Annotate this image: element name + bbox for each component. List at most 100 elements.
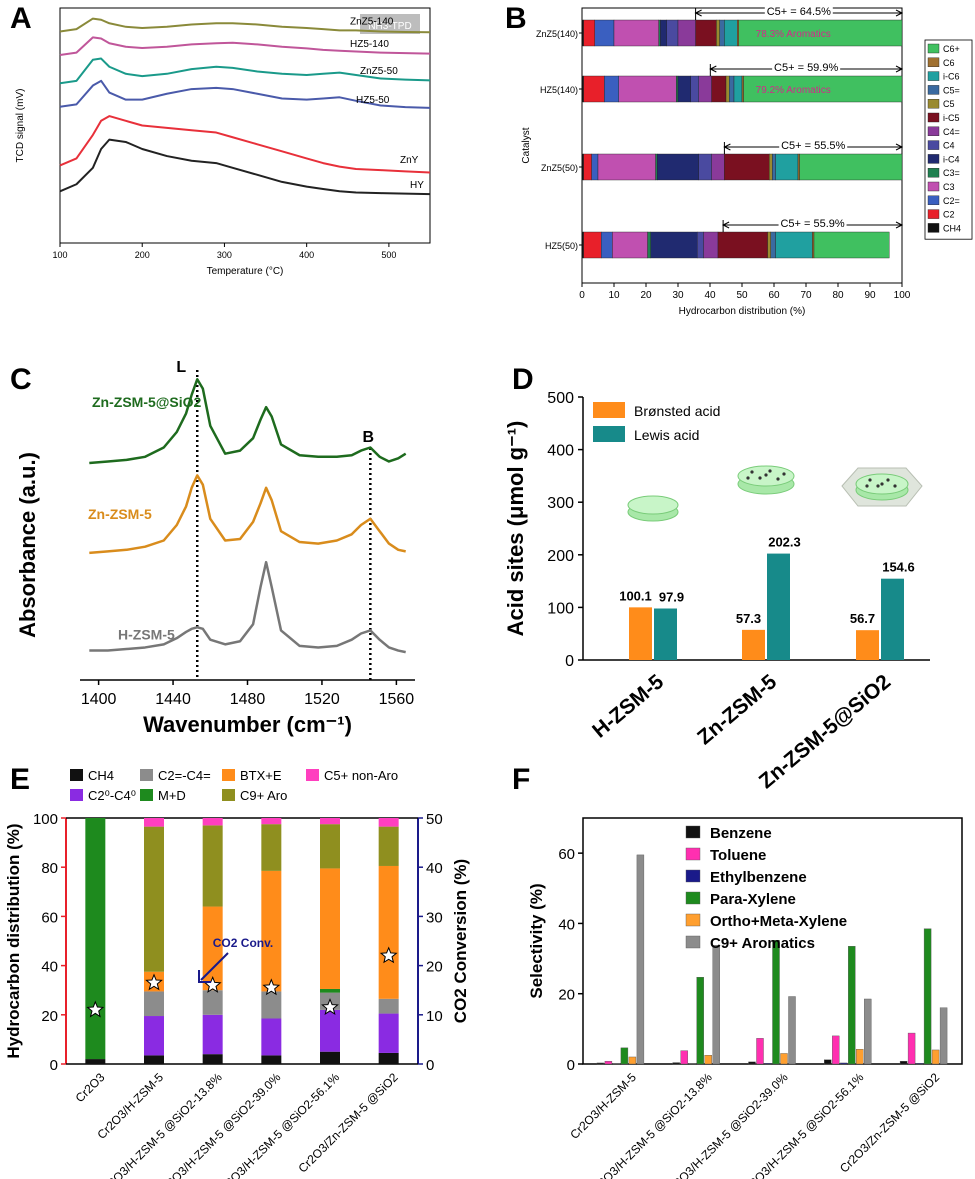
bar-f	[864, 998, 872, 1065]
c5-arrowhead-b	[709, 65, 717, 73]
legend-swatch-b	[927, 57, 940, 67]
segment-b	[799, 153, 903, 181]
legend-swatch-b	[927, 43, 940, 54]
category-label-e: Cr2O3	[73, 1070, 108, 1105]
segment-b	[767, 231, 771, 259]
segment-b	[618, 75, 677, 103]
legend-swatch-b	[927, 195, 940, 206]
segment-b	[775, 231, 813, 259]
y-tick-label-f: 20	[558, 987, 575, 1004]
segment-e	[378, 865, 399, 999]
legend-label-d: Brønsted acid	[634, 403, 720, 419]
segment-b	[677, 75, 692, 103]
x-tick-label-c: 1560	[379, 691, 415, 708]
series-label-a: HZ5-140	[350, 39, 389, 50]
bar-f	[704, 1055, 712, 1065]
x-tick-label-b: 60	[768, 290, 780, 301]
segment-b	[716, 19, 720, 47]
legend-label-e: C2=-C4=	[158, 768, 211, 783]
category-label-f: Cr2O3/H-ZSM-5	[567, 1070, 639, 1142]
zn-site-dot-d	[768, 469, 772, 473]
legend-label-e: CH4	[88, 768, 114, 783]
co2-annotation-arrow-e	[200, 952, 229, 981]
bar-f	[636, 854, 645, 1065]
segment-b	[655, 153, 658, 181]
y-tick-label-e: 80	[41, 860, 58, 877]
legend-swatch-f	[685, 847, 701, 861]
segment-b	[725, 75, 730, 103]
bar-d	[654, 608, 677, 660]
x-tick-label-b: 100	[894, 290, 911, 301]
legend-swatch-b	[927, 154, 940, 164]
co2-conversion-star-e	[379, 946, 398, 964]
c5-label-bg-b	[772, 60, 841, 73]
segment-e	[261, 824, 282, 871]
legend-label-f: C9+ Aromatics	[710, 935, 815, 952]
y2-tick-label-e: 10	[426, 1008, 443, 1025]
segment-e	[320, 818, 340, 825]
segment-e	[144, 1055, 164, 1064]
c5-arrowhead-b	[895, 221, 904, 229]
legend-swatch-b	[927, 209, 940, 219]
bar-f	[840, 1062, 848, 1065]
bar-f	[712, 945, 720, 1065]
legend-label-b: CH4	[943, 223, 961, 233]
segment-b	[769, 153, 773, 181]
bar-value-label-d: 56.7	[850, 611, 875, 626]
x-axis-label-a: Temperature (°C)	[207, 266, 284, 277]
segment-b	[650, 231, 698, 259]
bar-f	[596, 1062, 605, 1065]
segment-b	[711, 153, 725, 181]
x-tick-label-a: 500	[381, 250, 396, 260]
crystal-illustration-d	[627, 495, 679, 515]
c5-label-bg-b	[764, 4, 833, 17]
bar-f	[772, 940, 780, 1065]
x-tick-label-a: 200	[135, 250, 150, 260]
segment-b	[601, 231, 613, 259]
legend-label-b: C6	[943, 58, 955, 68]
zn-site-dot-d	[776, 477, 780, 481]
legend-swatch-f	[685, 935, 701, 949]
segment-e	[85, 818, 106, 1060]
x-tick-label-c: 1480	[230, 691, 266, 708]
segment-b	[677, 19, 696, 47]
segment-b	[583, 19, 595, 47]
bar-d	[629, 607, 652, 660]
series-line-a	[59, 115, 431, 174]
bar-f	[672, 1062, 680, 1065]
segment-b	[741, 75, 744, 103]
legend-label-b: C4=	[943, 127, 960, 137]
segment-b	[717, 231, 768, 259]
x-tick-label-b: 10	[608, 290, 620, 301]
marker-label-c: L	[176, 359, 186, 376]
zn-site-dot-d	[893, 484, 897, 488]
segment-b	[591, 153, 599, 181]
y-axis-label-f: Selectivity (%)	[527, 883, 546, 998]
bar-f	[604, 1060, 613, 1065]
spectrum-label-c: H-ZSM-5	[118, 627, 175, 643]
segment-e	[378, 1013, 399, 1053]
segment-b	[743, 75, 903, 103]
legend-swatch-b	[927, 126, 940, 137]
legend-swatch-e	[222, 789, 235, 801]
category-label-b: ZnZ5(50)	[541, 163, 578, 173]
segment-e	[261, 1055, 282, 1064]
bar-f	[628, 1056, 637, 1065]
segment-e	[202, 990, 223, 1015]
segment-b	[711, 75, 727, 103]
y2-tick-label-e: 20	[426, 959, 443, 976]
c5-label-b: C5+ = 64.5%	[767, 6, 831, 18]
legend-label-b: C3	[943, 182, 955, 192]
segment-e	[378, 826, 399, 866]
bar-f	[780, 1053, 788, 1065]
legend-label-b: C2=	[943, 196, 960, 206]
legend-label-b: i-C5	[943, 113, 960, 123]
legend-swatch-d	[593, 402, 625, 418]
bar-value-label-d: 57.3	[736, 611, 761, 626]
series-line-a	[59, 79, 431, 109]
legend-label-e: C2⁰-C4⁰	[88, 788, 136, 803]
segment-b	[724, 153, 770, 181]
bar-f	[788, 996, 796, 1065]
y-tick-label-d: 200	[547, 548, 574, 565]
